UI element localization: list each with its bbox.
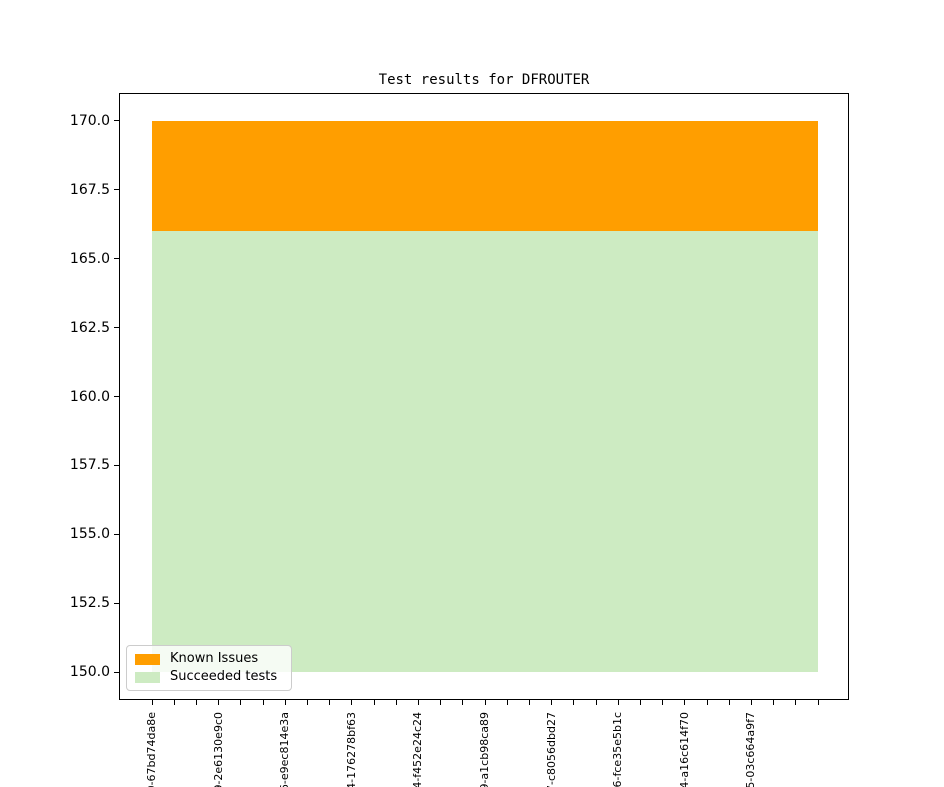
x-axis-tick: [750, 700, 752, 705]
legend: Known Issues Succeeded tests: [126, 645, 292, 691]
y-axis-tick-label: 165.0: [69, 250, 110, 267]
x-axis-tick: [351, 700, 353, 705]
x-axis-tick-label-text: 89-a1cb98ca89: [478, 712, 491, 787]
x-axis-tick: [551, 700, 553, 705]
y-axis-tick: [114, 189, 119, 191]
x-axis-tick: [373, 700, 375, 705]
legend-label-succeeded-tests: Succeeded tests: [170, 669, 278, 684]
y-axis-tick: [114, 533, 119, 535]
x-axis-tick: [417, 700, 419, 705]
x-axis-tick-label-text: 24-176278bf63: [344, 712, 358, 787]
y-axis-tick-label: 160.0: [69, 388, 110, 405]
y-axis-tick-label: 167.5: [69, 181, 110, 198]
x-axis-tick: [595, 700, 597, 705]
legend-label-known-issues: Known Issues: [170, 651, 259, 666]
x-axis-tick: [329, 700, 331, 705]
x-axis-tick: [617, 700, 619, 705]
x-axis-tick-label-text: 64-f452e24c24: [411, 712, 425, 787]
legend-entry-known-issues: Known Issues: [135, 650, 283, 668]
y-axis-tick: [114, 120, 119, 122]
y-axis-tick-label: 157.5: [69, 457, 110, 474]
y-axis-tick-label: 155.0: [69, 526, 110, 543]
x-axis-tick: [462, 700, 464, 705]
succeeded-tests-swatch-icon: [135, 671, 160, 683]
x-axis-tick: [440, 700, 442, 705]
area-succeeded-tests: [152, 230, 818, 673]
x-axis-tick: [484, 700, 486, 705]
y-axis-tick: [114, 396, 119, 397]
y-axis-tick: [114, 258, 119, 260]
x-axis-tick-label-text: 17-c8056dbd27: [544, 712, 558, 787]
x-axis-tick-label-text: 04-a16c614f70: [677, 712, 691, 787]
x-axis-tick-label-text: 06-e9ec814e3a: [278, 712, 292, 787]
x-axis-tick: [173, 700, 175, 705]
y-axis-tick-label: 170.0: [69, 112, 110, 129]
y-axis-tick-label: 150.0: [69, 664, 110, 681]
x-axis-tick: [795, 700, 797, 705]
x-axis-tick-label-text: 25-03c664a9f7: [744, 712, 758, 787]
y-axis-tick: [114, 327, 119, 329]
x-axis-tick: [151, 700, 153, 705]
x-axis-tick: [706, 700, 708, 705]
known-issues-swatch-icon: [135, 653, 160, 665]
y-axis-tick-label: 152.5: [69, 595, 110, 612]
x-axis-tick: [662, 700, 664, 705]
legend-entry-succeeded-tests: Succeeded tests: [135, 668, 283, 686]
y-axis-tick: [114, 602, 119, 604]
x-axis-tick: [528, 700, 530, 705]
y-axis-tick: [114, 464, 119, 466]
y-axis-tick-label: 162.5: [69, 319, 110, 336]
x-axis-tick: [262, 700, 264, 705]
chart-title: Test results for DFROUTER: [378, 72, 590, 88]
x-axis-tick: [639, 700, 641, 705]
x-axis-tick-label-text: 76-fce35e5b1c: [611, 712, 625, 787]
x-axis-tick: [395, 700, 397, 705]
area-known-issues: [152, 120, 818, 231]
x-axis-tick: [506, 700, 508, 705]
x-axis-tick-label-text: 69-2e6130e9c0: [211, 712, 225, 787]
x-axis-tick: [218, 700, 220, 705]
x-axis-tick: [284, 700, 286, 705]
x-axis-tick-label-text: 50-67bd74da8e: [145, 712, 158, 787]
x-axis-tick: [573, 700, 575, 705]
x-axis-tick: [306, 700, 308, 705]
y-axis-tick: [114, 671, 119, 673]
x-axis-tick: [195, 700, 197, 705]
x-axis-tick: [773, 700, 775, 705]
x-axis-tick: [817, 700, 819, 705]
x-axis-tick: [684, 700, 686, 705]
x-axis-tick: [240, 700, 242, 705]
x-axis-tick: [728, 700, 730, 705]
